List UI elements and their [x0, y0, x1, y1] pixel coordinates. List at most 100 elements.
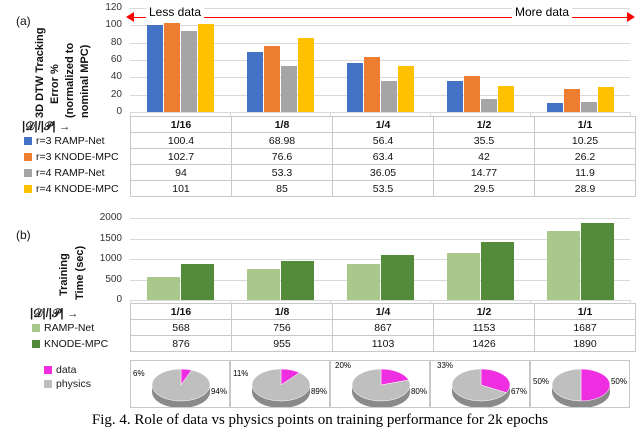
figure-caption: Fig. 4. Role of data vs physics points o… — [91, 412, 549, 428]
pie-side-face — [552, 385, 610, 408]
pie-chart — [151, 368, 211, 408]
bar-r-4-ramp-net-1-2 — [480, 99, 497, 112]
bar-r-4-knode-mpc-1-4 — [397, 65, 414, 112]
series-swatch-icon — [24, 168, 32, 177]
pie-data-percent-label: 11% — [233, 369, 249, 378]
pie-side-face — [152, 385, 210, 408]
bar-r-4-knode-mpc-1-16 — [197, 24, 214, 112]
pie-chart — [351, 368, 411, 408]
pie-cell-1-8: 11% 89% — [230, 360, 330, 408]
pie-chart — [551, 368, 611, 408]
panel-a-id: (a) — [16, 14, 31, 28]
pie-data-percent-label: 6% — [133, 369, 145, 378]
table-row-label: r=4 RAMP-Net — [22, 165, 131, 181]
y-tick-label: 500 — [105, 273, 122, 285]
table-cell: 955 — [231, 335, 333, 352]
table-cell: 756 — [231, 319, 333, 336]
bar-knode-mpc-1-2 — [480, 241, 514, 300]
panel-b-axis-tick — [130, 300, 131, 304]
gridline — [130, 8, 630, 9]
table-cell: 53.5 — [332, 180, 434, 197]
pie-slice-physics — [451, 368, 507, 402]
table-cell: 1103 — [332, 335, 434, 352]
panel-a-ylabel-line2: Error % — [49, 64, 61, 104]
table-row: RAMP-Net 568 756 867 1153 1687 — [30, 319, 636, 336]
bar-r-4-knode-mpc-1-8 — [297, 38, 314, 112]
series-swatch-icon — [32, 323, 40, 332]
table-corner-cell — [22, 117, 131, 133]
y-tick-label: 0 — [116, 294, 122, 305]
panel-b-axis-tick — [630, 300, 631, 304]
table-row-label: RAMP-Net — [30, 320, 131, 336]
pie-slice-data — [580, 368, 611, 402]
bar-knode-mpc-1-16 — [180, 264, 214, 300]
y-tick-label: 60 — [110, 54, 122, 65]
table-cell: 36.05 — [332, 164, 434, 181]
bar-r-3-ramp-net-1-2 — [446, 81, 463, 112]
bar-knode-mpc-1-1 — [580, 222, 614, 300]
pie-side-face — [352, 385, 410, 408]
panel-a-axis-tick — [330, 112, 331, 116]
table-cell: 14.77 — [433, 164, 535, 181]
gridline — [130, 25, 630, 27]
table-cell: 28.9 — [534, 180, 636, 197]
pie-slice-data — [380, 368, 409, 386]
table-header-1-1: 1/1 — [534, 116, 636, 133]
bar-r-4-ramp-net-1-4 — [380, 80, 397, 112]
table-cell: 102.7 — [130, 148, 232, 165]
arrow-head-right — [627, 12, 635, 22]
pie-slice-physics — [251, 368, 311, 402]
gridline — [130, 259, 630, 260]
series-label: RAMP-Net — [44, 321, 95, 334]
bar-knode-mpc-1-8 — [280, 260, 314, 300]
panel-b-plot — [130, 218, 630, 301]
panel-a-axis-tick — [530, 112, 531, 116]
table-cell: 85 — [231, 180, 333, 197]
data-swatch-icon — [44, 366, 52, 374]
table-row: r=3 RAMP-Net 100.4 68.98 56.4 35.5 10.25 — [22, 132, 636, 149]
table-header-1-16: 1/16 — [130, 303, 232, 320]
pie-legend: data physics — [44, 364, 91, 392]
more-data-label: More data — [512, 5, 573, 19]
pie-physics-percent-label: 89% — [310, 387, 327, 396]
table-cell: 867 — [332, 319, 434, 336]
bar-ramp-net-1-2 — [446, 252, 480, 300]
bar-r-4-knode-mpc-1-2 — [497, 86, 514, 112]
bar-r-4-ramp-net-1-8 — [280, 65, 297, 112]
pie-legend-data: data — [44, 364, 91, 376]
pie-physics-percent-label: 50% — [610, 377, 627, 386]
series-label: r=3 KNODE-MPC — [36, 150, 119, 163]
y-tick-label: 0 — [116, 106, 122, 117]
panel-a-table-host: 1/16 1/8 1/4 1/2 1/1 r=3 RAMP-Net 100.4 68.98 56… — [22, 116, 636, 197]
data-table: 1/16 1/8 1/4 1/2 1/1 r=3 RAMP-Net 100.4 68.98 56… — [22, 116, 636, 197]
series-swatch-icon — [24, 136, 32, 145]
pie-physics-percent-label: 80% — [410, 387, 427, 396]
table-header-1-16: 1/16 — [130, 116, 232, 133]
pie-data-percent-label: 50% — [533, 377, 550, 386]
y-tick-label: 120 — [105, 2, 122, 13]
pie-cell-1-1: 50% 50% — [530, 360, 630, 408]
pie-slice-physics — [351, 368, 411, 402]
gridline — [130, 60, 630, 61]
table-cell: 42 — [433, 148, 535, 165]
table-cell: 1153 — [433, 319, 535, 336]
gridline — [130, 94, 630, 96]
panel-a-axis-tick — [130, 112, 131, 116]
table-header-row: 1/16 1/8 1/4 1/2 1/1 — [30, 303, 636, 320]
panel-a-plot — [130, 8, 630, 113]
pie-cell-1-4: 20% 80% — [330, 360, 430, 408]
panel-a-axis-tick — [430, 112, 431, 116]
pie-physics-percent-label: 67% — [510, 387, 527, 396]
bar-r-3-ramp-net-1-8 — [246, 52, 263, 112]
pie-chart — [251, 368, 311, 408]
pie-slice-data — [480, 368, 511, 393]
table-row: KNODE-MPC 876 955 1103 1426 1890 — [30, 335, 636, 352]
table-header-1-2: 1/2 — [433, 116, 535, 133]
pie-data-percent-label: 33% — [437, 361, 454, 370]
panel-a-ylabel-line4: nominal MPC) — [79, 44, 91, 118]
data-table: 1/16 1/8 1/4 1/2 1/1 RAMP-Net 568 756 867 1153 168… — [30, 303, 636, 352]
table-cell: 1426 — [433, 335, 535, 352]
table-cell: 26.2 — [534, 148, 636, 165]
table-cell: 29.5 — [433, 180, 535, 197]
